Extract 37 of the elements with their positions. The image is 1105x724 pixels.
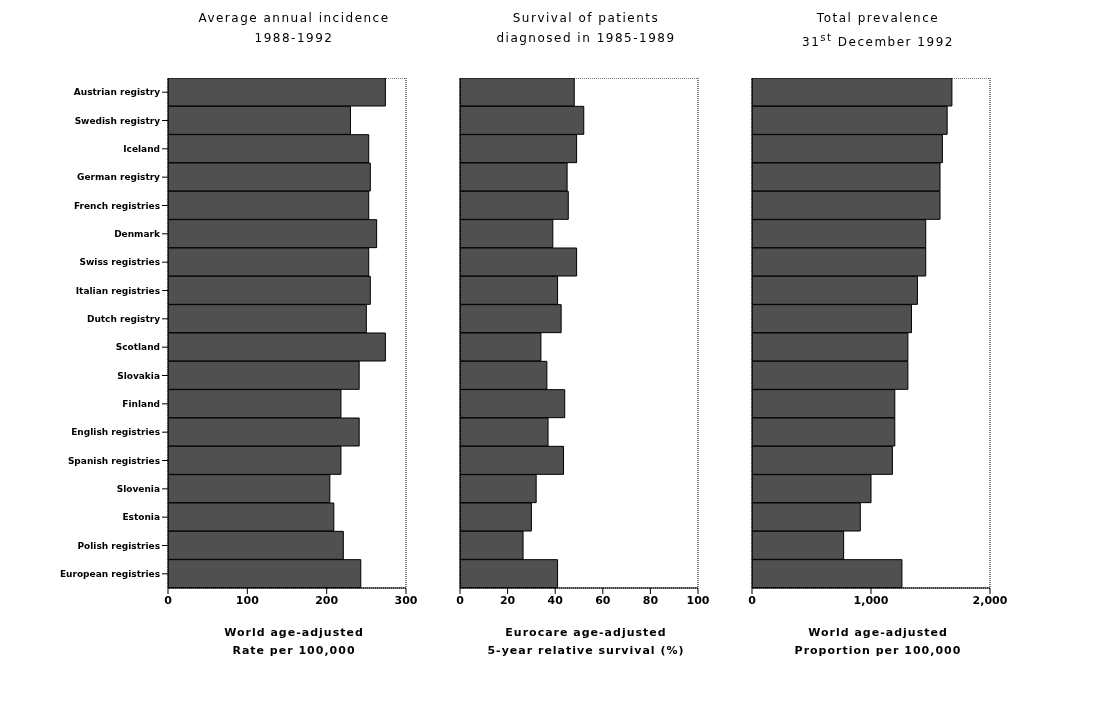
chart-title: Total prevalence 31$^{st}$ December 1992: [801, 10, 955, 51]
x-tick-label: 0: [164, 593, 173, 607]
y-tick-label: Polish registries: [77, 540, 160, 551]
y-tick-label: Italian registries: [75, 285, 160, 296]
x-tick-label: 200: [315, 593, 339, 607]
x-tick-label: 100: [235, 593, 260, 607]
x-axis-title: World age-adjusted Rate per 100,000: [223, 625, 365, 659]
x-tick-label: 300: [394, 593, 418, 607]
y-tick-label: Dutch registry: [86, 314, 161, 325]
y-tick-label: German registry: [77, 172, 161, 183]
y-tick-label: Estonia: [122, 512, 160, 523]
y-tick-label: European registries: [59, 569, 160, 580]
x-tick-label: 100: [686, 593, 710, 607]
x-tick-label: 0: [748, 593, 757, 607]
y-tick-label: Swiss registries: [79, 257, 160, 268]
y-tick-label: Denmark: [114, 229, 162, 240]
chart-title: Survival of patients diagnosed in 1985-1989: [495, 10, 677, 47]
y-tick-label: Scotland: [115, 342, 160, 353]
y-tick-label: Austrian registry: [73, 87, 161, 98]
y-tick-label: English registries: [71, 427, 160, 438]
x-tick-label: 80: [642, 593, 659, 607]
x-tick-label: 60: [595, 593, 611, 607]
x-tick-label: 20: [499, 593, 516, 607]
y-tick-label: Iceland: [123, 144, 160, 155]
x-axis-title: World age-adjusted Proportion per 100,000: [793, 625, 963, 659]
x-tick-label: 40: [547, 593, 564, 607]
chart-title: Average annual incidence 1988-1992: [197, 10, 391, 47]
x-tick-label: 2,000: [972, 593, 1008, 607]
x-tick-label: 0: [456, 593, 465, 607]
x-tick-label: 1,000: [853, 593, 889, 607]
x-axis-title: Eurocare age-adjusted 5-year relative survival (%): [486, 625, 686, 659]
y-tick-label: Finland: [122, 399, 160, 410]
y-tick-label: Swedish registry: [74, 115, 161, 126]
y-tick-label: Slovenia: [116, 484, 160, 495]
y-tick-label: Spanish registries: [67, 455, 160, 466]
y-tick-label: French registries: [73, 200, 160, 211]
y-tick-label: Slovakia: [117, 370, 160, 381]
